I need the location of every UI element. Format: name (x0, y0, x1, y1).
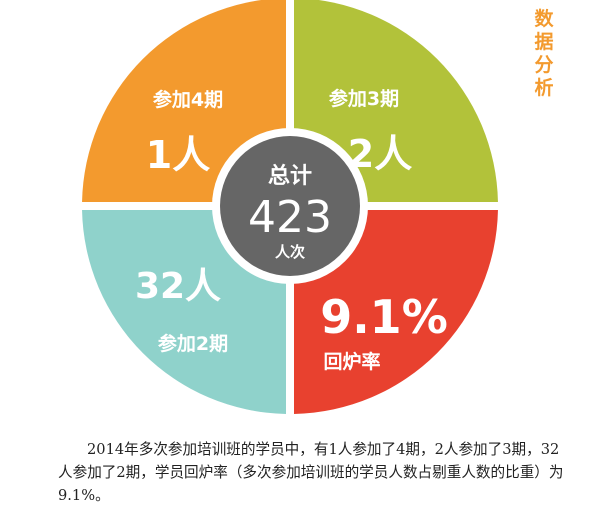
center-disc (220, 136, 360, 276)
total-unit: 人次 (275, 243, 305, 261)
caption-text: 2014年多次参加培训班的学员中，有1人参加了4期，2人参加了3期，32人参加了… (58, 441, 564, 504)
return-rate-label: 回炉率 (323, 350, 380, 373)
quadrant-4-value: 1人 (146, 133, 210, 177)
quadrant-2-value: 32人 (135, 266, 221, 307)
quadrant-3-label: 参加3期 (329, 87, 399, 110)
quadrant-4-label: 参加4期 (153, 88, 223, 111)
pie-chart: 参加4期 1人 参加3期 2人 32人 参加2期 9.1% 回炉率 总计 423… (82, 0, 498, 414)
side-title: 数据分析 (534, 8, 554, 99)
return-rate-value: 9.1% (320, 290, 448, 344)
total-title: 总计 (268, 163, 312, 189)
total-number: 423 (248, 192, 332, 243)
quadrant-3-value: 2人 (348, 132, 412, 176)
quadrant-2-label: 参加2期 (158, 332, 228, 355)
